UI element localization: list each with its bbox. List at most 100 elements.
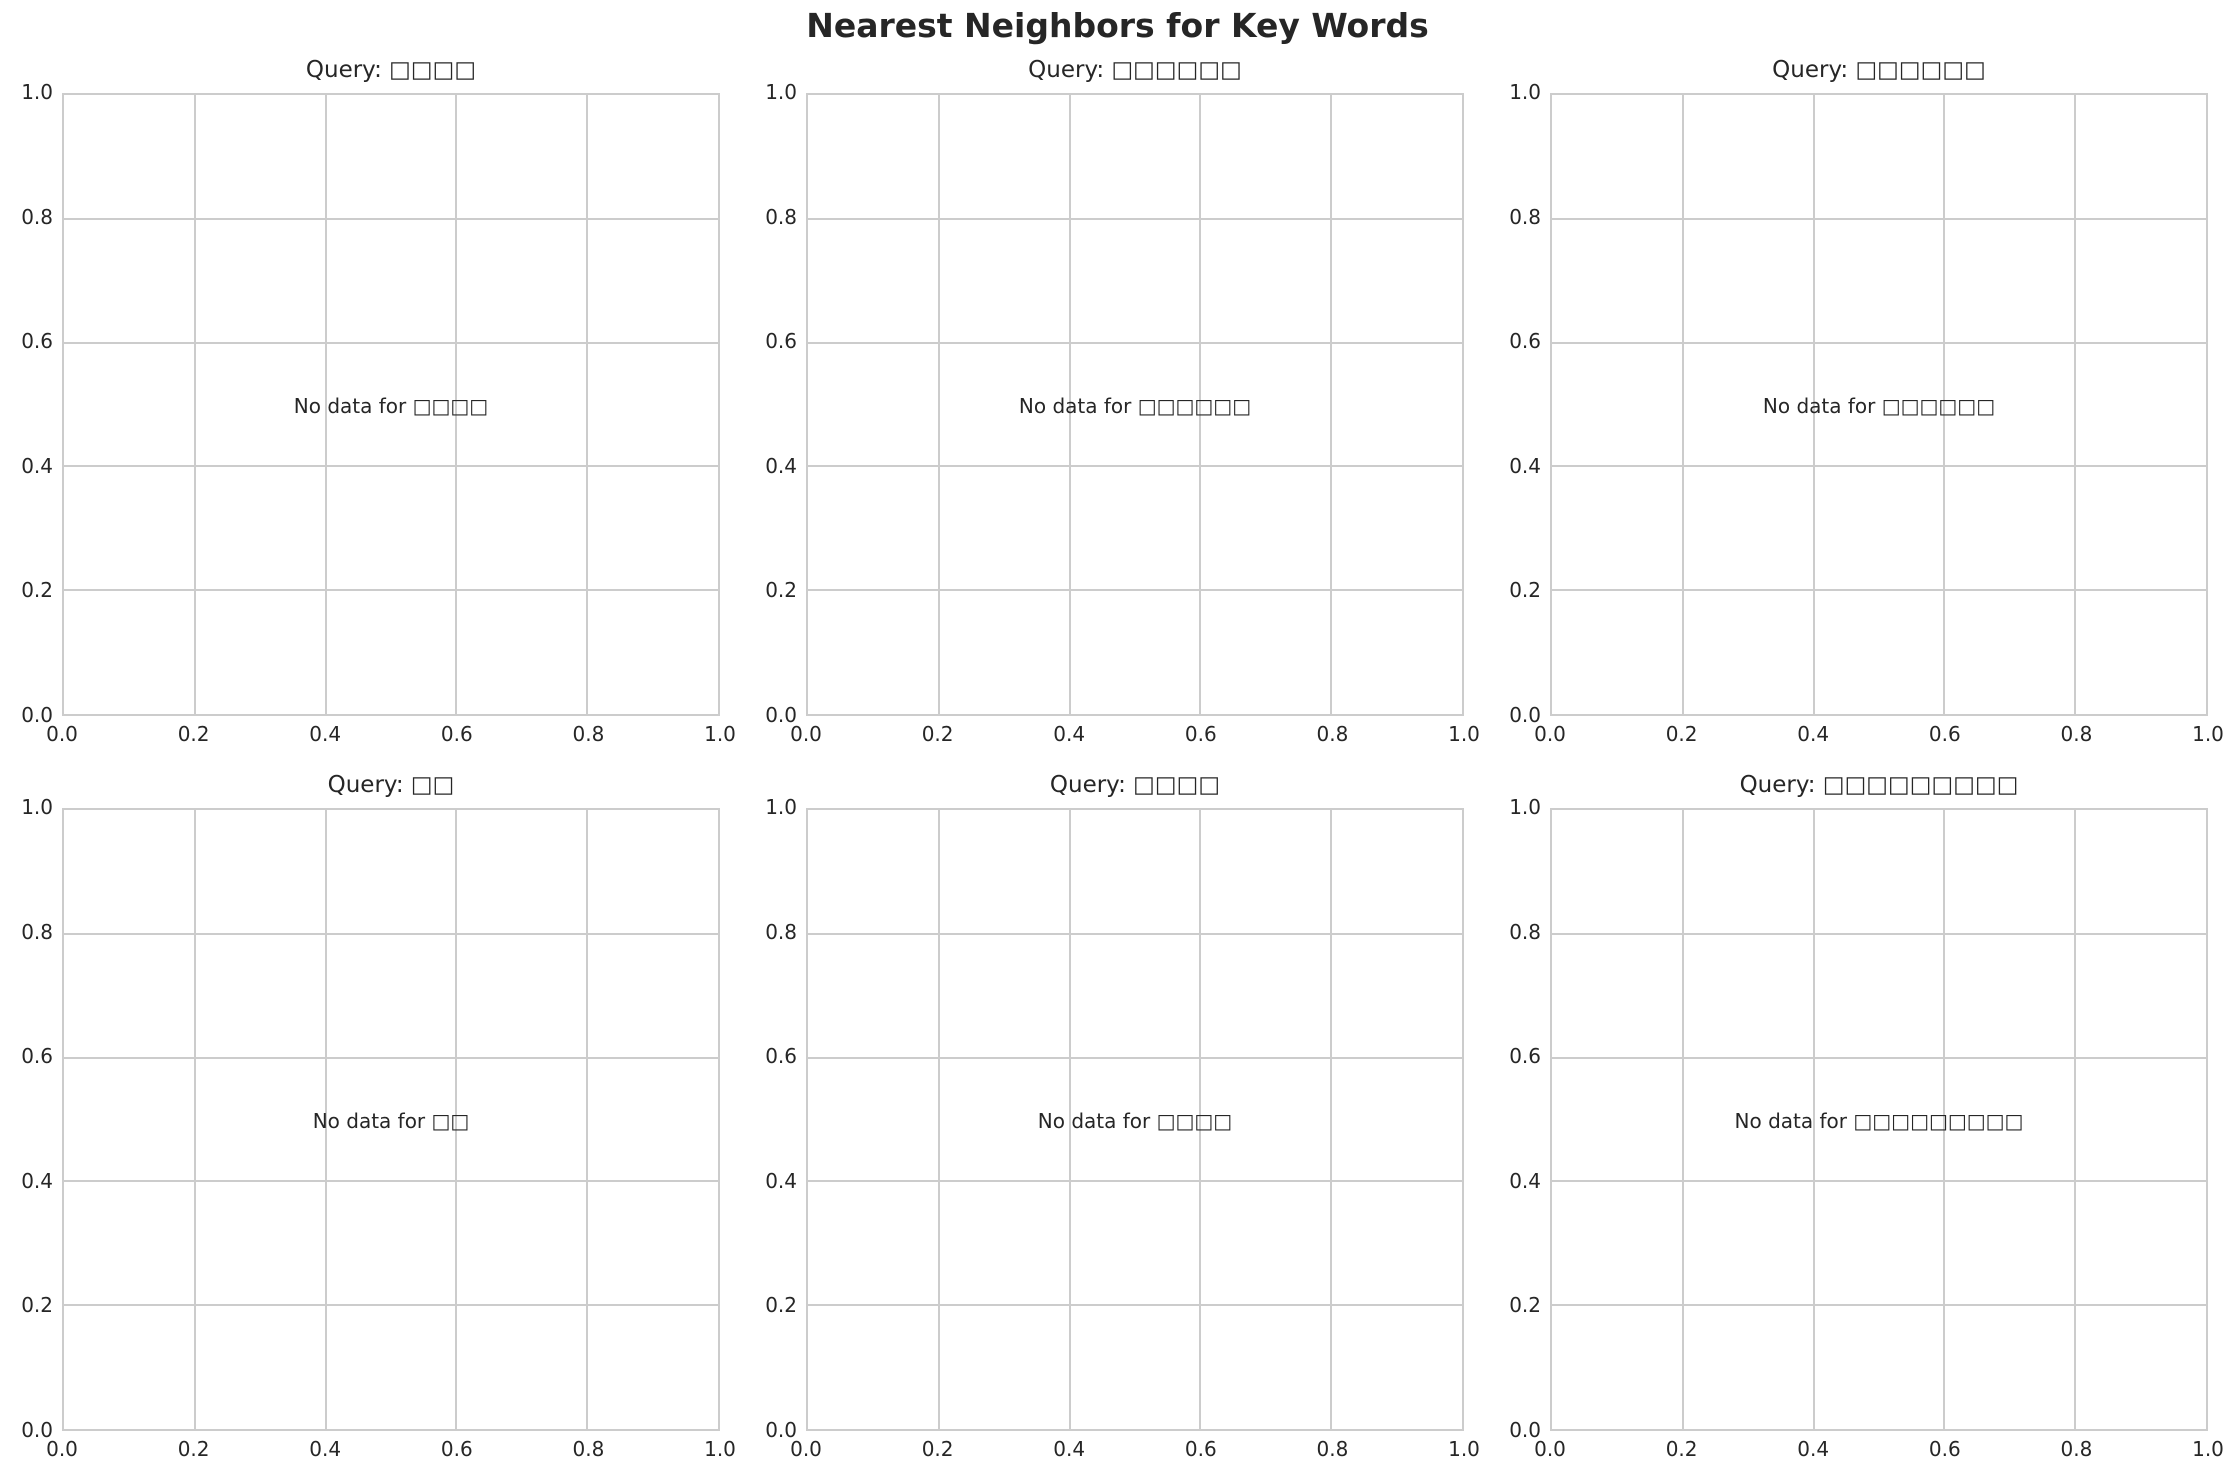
- x-tick-label: 1.0: [2192, 722, 2224, 746]
- vertical-gridline: [586, 95, 589, 714]
- horizontal-gridline: [808, 341, 1462, 344]
- vertical-gridline: [2074, 810, 2077, 1429]
- y-tick-label: 1.0: [765, 80, 797, 104]
- y-tick-label: 0.6: [765, 329, 797, 354]
- vertical-gridline: [937, 810, 940, 1429]
- x-tick-label: 0.4: [309, 1437, 342, 1461]
- vertical-gridline: [324, 95, 327, 714]
- x-tick-label: 0.4: [1797, 722, 1830, 746]
- y-tick-label: 0.4: [21, 1168, 53, 1193]
- y-tick-label: 1.0: [21, 80, 53, 104]
- horizontal-gridline: [808, 217, 1462, 220]
- vertical-gridline: [1943, 95, 1946, 714]
- horizontal-gridline: [64, 932, 718, 935]
- y-tick-label: 0.8: [1509, 919, 1541, 944]
- x-tick-label: 0.6: [1928, 1437, 1961, 1461]
- x-tick-label: 0.6: [1928, 722, 1961, 746]
- x-tick-label: 0.8: [572, 722, 605, 746]
- y-tick-label: 0.4: [1509, 1168, 1541, 1193]
- vertical-gridline: [1068, 95, 1071, 714]
- vertical-gridline: [1068, 810, 1071, 1429]
- x-tick-label: 0.0: [46, 722, 78, 746]
- horizontal-gridline: [1552, 932, 2206, 935]
- x-tick-label: 1.0: [2192, 1437, 2224, 1461]
- x-tick-label: 0.6: [1184, 722, 1217, 746]
- figure-title: Nearest Neighbors for Key Words: [806, 6, 1429, 45]
- vertical-gridline: [1330, 95, 1333, 714]
- vertical-gridline: [1199, 810, 1202, 1429]
- x-tick-label: 1.0: [1448, 1437, 1480, 1461]
- x-tick-label: 1.0: [704, 722, 736, 746]
- horizontal-gridline: [808, 589, 1462, 592]
- subplot-title: Query: □□□□□□: [1028, 57, 1242, 83]
- y-tick-label: 0.0: [765, 703, 797, 727]
- vertical-gridline: [455, 95, 458, 714]
- plot-area: [1550, 93, 2208, 716]
- x-tick-label: 0.8: [572, 1437, 605, 1461]
- y-tick-label: 0.6: [1509, 1044, 1541, 1069]
- y-tick-label: 0.6: [1509, 329, 1541, 354]
- x-tick-label: 0.8: [2060, 1437, 2093, 1461]
- x-tick-label: 0.0: [1534, 1437, 1566, 1461]
- vertical-gridline: [324, 810, 327, 1429]
- y-tick-label: 0.8: [1509, 204, 1541, 229]
- vertical-gridline: [1330, 810, 1333, 1429]
- y-tick-label: 0.6: [21, 1044, 53, 1069]
- y-tick-label: 0.0: [1509, 703, 1541, 727]
- vertical-gridline: [1943, 810, 1946, 1429]
- plot-area: [1550, 808, 2208, 1431]
- subplot-title: Query: □□□□: [1049, 772, 1221, 798]
- y-tick-label: 0.2: [21, 578, 53, 603]
- y-tick-label: 0.4: [1509, 453, 1541, 478]
- x-tick-label: 0.0: [790, 1437, 822, 1461]
- x-tick-label: 0.2: [1665, 1437, 1698, 1461]
- vertical-gridline: [1812, 95, 1815, 714]
- plot-area: [806, 808, 1464, 1431]
- horizontal-gridline: [808, 1180, 1462, 1183]
- horizontal-gridline: [64, 1304, 718, 1307]
- horizontal-gridline: [64, 217, 718, 220]
- x-tick-label: 0.6: [440, 1437, 473, 1461]
- y-tick-label: 0.0: [21, 703, 53, 727]
- x-tick-label: 0.2: [1665, 722, 1698, 746]
- horizontal-gridline: [1552, 465, 2206, 468]
- no-data-message: No data for □□□□□□□□□: [1734, 1108, 2024, 1133]
- horizontal-gridline: [64, 589, 718, 592]
- horizontal-gridline: [1552, 217, 2206, 220]
- x-tick-label: 0.8: [2060, 722, 2093, 746]
- horizontal-gridline: [1552, 589, 2206, 592]
- y-tick-label: 0.8: [21, 919, 53, 944]
- no-data-message: No data for □□□□□□: [1762, 393, 1996, 418]
- y-tick-label: 0.8: [765, 204, 797, 229]
- y-tick-label: 0.2: [1509, 578, 1541, 603]
- y-tick-label: 0.4: [765, 453, 797, 478]
- no-data-message: No data for □□□□: [1037, 1108, 1233, 1133]
- x-tick-label: 0.0: [46, 1437, 78, 1461]
- horizontal-gridline: [1552, 1304, 2206, 1307]
- subplot-title: Query: □□□□: [305, 57, 477, 83]
- plot-area: [806, 93, 1464, 716]
- y-tick-label: 0.0: [765, 1418, 797, 1442]
- x-tick-label: 0.2: [177, 1437, 210, 1461]
- y-tick-label: 0.4: [765, 1168, 797, 1193]
- y-tick-label: 0.6: [21, 329, 53, 354]
- horizontal-gridline: [808, 932, 1462, 935]
- y-tick-label: 1.0: [765, 795, 797, 819]
- y-tick-label: 0.0: [21, 1418, 53, 1442]
- y-tick-label: 0.2: [765, 1293, 797, 1318]
- vertical-gridline: [2074, 95, 2077, 714]
- x-tick-label: 0.8: [1316, 1437, 1349, 1461]
- no-data-message: No data for □□: [312, 1108, 470, 1133]
- x-tick-label: 0.4: [309, 722, 342, 746]
- horizontal-gridline: [1552, 341, 2206, 344]
- horizontal-gridline: [808, 465, 1462, 468]
- x-tick-label: 0.6: [440, 722, 473, 746]
- vertical-gridline: [937, 95, 940, 714]
- horizontal-gridline: [808, 1056, 1462, 1059]
- horizontal-gridline: [64, 341, 718, 344]
- subplot-title: Query: □□□□□□□□□: [1739, 772, 2019, 798]
- x-tick-label: 0.6: [1184, 1437, 1217, 1461]
- y-tick-label: 1.0: [21, 795, 53, 819]
- y-tick-label: 0.2: [1509, 1293, 1541, 1318]
- vertical-gridline: [193, 95, 196, 714]
